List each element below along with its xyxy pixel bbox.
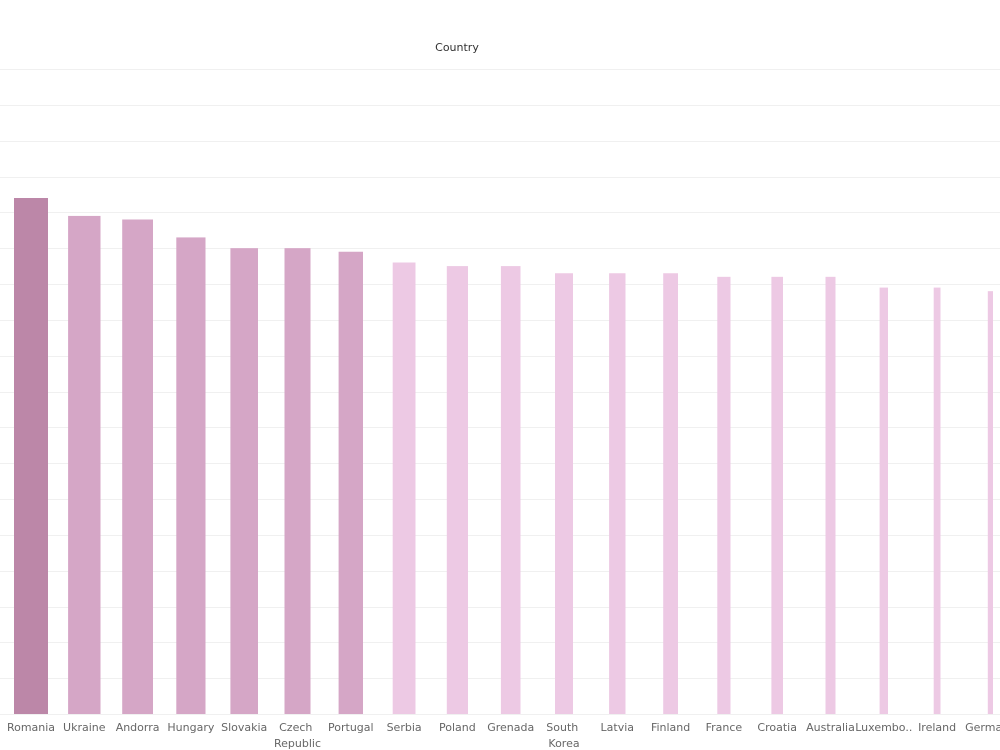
x-tick-label: South Korea [546, 721, 581, 750]
x-tick-label: Ireland [918, 721, 956, 734]
x-tick-label: Ukraine [63, 721, 106, 734]
bar [122, 219, 153, 714]
bar [555, 273, 573, 714]
bar [176, 237, 206, 714]
x-tick-label: France [706, 721, 743, 734]
bar [230, 248, 258, 714]
bar [392, 262, 416, 714]
x-tick-label: Andorra [116, 721, 160, 734]
bar [825, 276, 836, 714]
x-tick-label: Latvia [601, 721, 635, 734]
bar [446, 266, 468, 714]
x-tick-label: Germany [965, 721, 1000, 734]
chart-title: Country [435, 41, 479, 54]
x-tick-label: Czech Republic [274, 721, 321, 750]
bar [717, 276, 731, 714]
bar [500, 266, 521, 714]
bar [771, 276, 783, 714]
bar [68, 215, 101, 714]
bar [338, 251, 363, 714]
bar [987, 291, 993, 714]
x-tick-label: Australia [806, 721, 855, 734]
bar [609, 273, 626, 714]
bar [933, 287, 941, 714]
bar [14, 198, 48, 714]
x-tick-label: Hungary [167, 721, 214, 734]
x-tick-label: Poland [439, 721, 476, 734]
x-tick-label: Slovakia [221, 721, 267, 734]
bar [879, 287, 888, 714]
x-tick-label: Luxembo.. [855, 721, 912, 734]
x-tick-label: Finland [651, 721, 690, 734]
x-tick-label: Croatia [757, 721, 797, 734]
bar [284, 248, 311, 714]
bar [663, 273, 678, 714]
x-tick-label: Romania [7, 721, 55, 734]
x-tick-label: Grenada [487, 721, 534, 734]
x-tick-label: Portugal [328, 721, 374, 734]
x-tick-label: Serbia [387, 721, 422, 734]
